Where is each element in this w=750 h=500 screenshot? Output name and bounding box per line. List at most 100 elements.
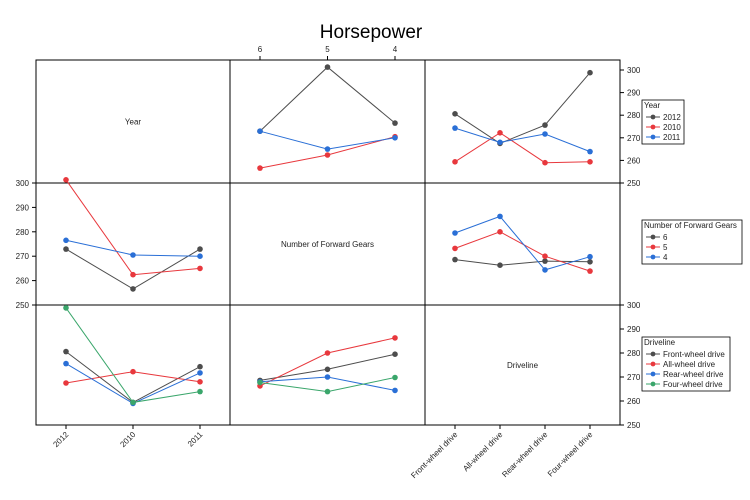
x-tick-label: 4	[393, 45, 398, 54]
legend-label: 4	[663, 253, 668, 262]
data-point	[542, 258, 548, 264]
data-point	[587, 259, 593, 265]
diagonal-label: Number of Forward Gears	[281, 240, 374, 249]
data-point	[542, 159, 548, 166]
legend-label: Front-wheel drive	[663, 350, 725, 359]
diagonal-label: Driveline	[507, 361, 539, 370]
legend-label: 2011	[663, 133, 681, 142]
legend-marker	[650, 134, 656, 140]
y-tick-label: 300	[627, 66, 641, 75]
x-tick-label: Rear-wheel drive	[500, 430, 550, 480]
series-line	[454, 132, 591, 164]
data-point	[497, 262, 503, 269]
legend-marker	[650, 371, 656, 377]
data-point	[197, 370, 203, 376]
data-point	[257, 165, 263, 171]
data-point	[542, 131, 548, 137]
data-point	[392, 335, 398, 341]
y-tick-label: 290	[627, 325, 641, 334]
data-point	[392, 374, 398, 381]
data-point	[130, 368, 136, 375]
data-point	[197, 388, 203, 395]
data-point	[587, 159, 593, 165]
data-point	[197, 253, 203, 259]
legend-marker	[650, 114, 656, 120]
data-point	[392, 387, 398, 394]
chart-title: Horsepower	[320, 22, 423, 43]
series-line	[259, 66, 396, 132]
legend-marker	[650, 361, 656, 367]
legend-label: 2010	[663, 123, 681, 132]
data-point	[542, 122, 548, 128]
x-tick-label: 2011	[186, 430, 205, 449]
series-line	[454, 259, 591, 266]
y-tick-label: 300	[627, 301, 641, 310]
y-tick-label: 290	[16, 203, 30, 212]
legend-label: All-wheel drive	[663, 360, 716, 369]
series-line	[454, 231, 591, 272]
data-point	[587, 148, 593, 155]
y-tick-label: 280	[627, 349, 641, 358]
data-point	[63, 177, 69, 183]
data-point	[63, 237, 69, 244]
data-point	[497, 130, 503, 136]
y-tick-label: 260	[627, 397, 641, 406]
diagonal-label: Year	[125, 118, 142, 127]
legend-label: 6	[663, 233, 668, 242]
data-point	[452, 125, 458, 131]
data-point	[452, 230, 458, 236]
y-tick-label: 290	[627, 89, 641, 98]
data-point	[452, 245, 458, 252]
legend-marker	[650, 124, 656, 130]
x-tick-label: 5	[325, 45, 330, 54]
series-line	[454, 127, 591, 153]
data-point	[452, 111, 458, 117]
data-point	[587, 253, 593, 260]
data-point	[324, 146, 331, 152]
data-point	[587, 268, 593, 274]
legend-title: Number of Forward Gears	[644, 221, 737, 230]
data-point	[63, 246, 69, 252]
data-point	[197, 363, 203, 370]
y-tick-label: 250	[627, 421, 641, 430]
series-line	[454, 72, 591, 144]
x-tick-label: Front-wheel drive	[409, 430, 459, 480]
data-point	[587, 69, 593, 76]
y-tick-label: 270	[627, 373, 641, 382]
y-tick-label: 270	[627, 134, 641, 143]
x-tick-label: All-wheel drive	[461, 430, 505, 474]
legend-marker	[650, 254, 656, 260]
legend-marker	[650, 244, 656, 250]
legend-label: Rear-wheel drive	[663, 370, 724, 379]
data-point	[497, 213, 503, 220]
x-tick-label: Four-wheel drive	[546, 430, 595, 479]
legend-title: Year	[644, 101, 661, 110]
data-point	[452, 159, 458, 165]
series-line	[454, 215, 591, 271]
data-point	[392, 120, 398, 126]
data-point	[130, 271, 136, 278]
legend-marker	[650, 351, 656, 357]
data-point	[542, 253, 548, 259]
data-point	[392, 135, 398, 141]
data-point	[63, 348, 69, 355]
data-point	[324, 350, 331, 356]
data-point	[324, 64, 331, 70]
data-point	[63, 380, 69, 386]
y-tick-label: 300	[16, 179, 30, 188]
data-point	[63, 305, 69, 311]
data-point	[130, 286, 136, 292]
data-point	[324, 374, 331, 380]
data-point	[197, 265, 203, 272]
data-point	[197, 379, 203, 385]
data-point	[497, 139, 503, 146]
data-point	[324, 366, 331, 373]
data-point	[257, 379, 263, 386]
data-point	[324, 388, 331, 395]
legend-label: 2012	[663, 113, 681, 122]
y-tick-label: 280	[627, 111, 641, 120]
data-point	[130, 399, 136, 406]
data-point	[257, 128, 263, 134]
data-point	[63, 360, 69, 367]
legend-label: 5	[663, 243, 668, 252]
